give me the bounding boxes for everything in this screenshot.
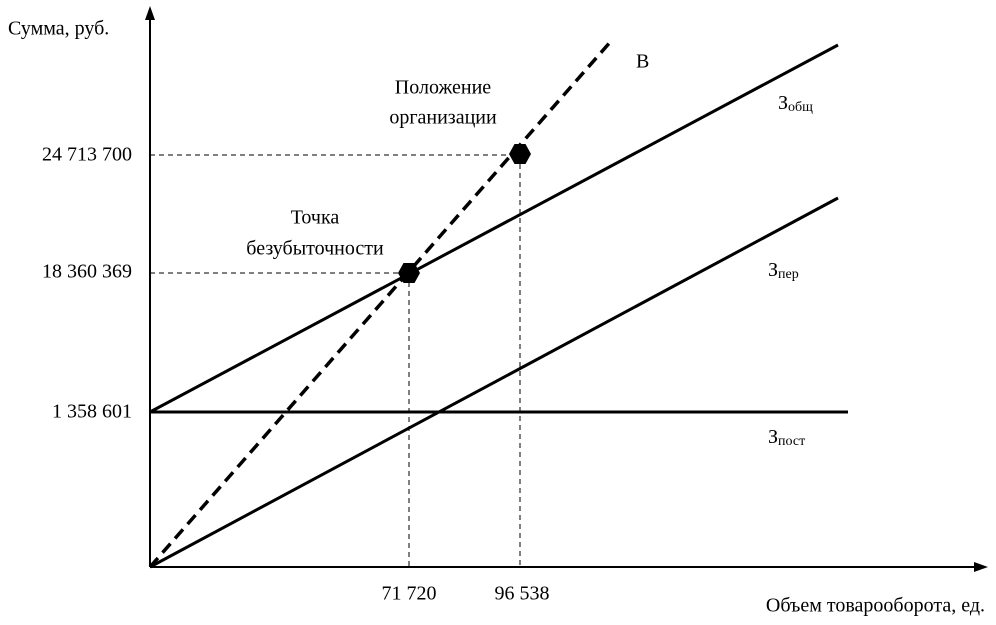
y-tick-label: 24 713 700 — [42, 144, 132, 166]
position-point — [509, 144, 531, 164]
annotation: Точка — [291, 207, 340, 229]
annotation: безубыточности — [246, 238, 384, 260]
total-cost-line — [149, 43, 839, 414]
y-axis-label: Сумма, руб. — [8, 18, 109, 40]
x-tick-label: 96 538 — [495, 583, 550, 605]
y-tick-label: 1 358 601 — [52, 401, 132, 423]
line-label: Зобщ — [778, 92, 813, 116]
line-label: Зпост — [768, 426, 805, 450]
breakeven-point — [398, 263, 420, 283]
x-arrow — [974, 562, 988, 572]
y-tick-label: 18 360 369 — [42, 261, 132, 283]
line-label: В — [636, 51, 649, 73]
revenue-line — [148, 38, 614, 569]
x-tick-label: 71 720 — [382, 583, 437, 605]
line-label-main: З — [768, 426, 778, 448]
y-arrow — [145, 6, 155, 20]
line-label-main: З — [778, 92, 788, 114]
line-label-sub: пер — [778, 267, 799, 282]
line-label-sub: пост — [778, 434, 805, 449]
variable-cost-line — [149, 196, 839, 569]
annotation: организации — [389, 107, 497, 129]
line-label: Зпер — [768, 259, 799, 283]
x-axis-label: Объем товарооборота, ед. — [766, 595, 985, 617]
annotation: Положение — [395, 77, 492, 99]
line-label-sub: общ — [788, 100, 813, 115]
line-label-main: З — [768, 259, 778, 281]
